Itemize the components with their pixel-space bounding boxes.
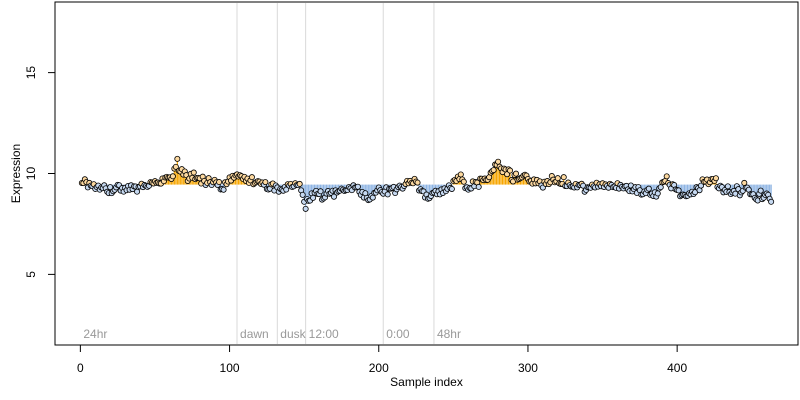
y-tick-label: 10	[24, 167, 38, 181]
data-point	[663, 173, 670, 180]
data-point	[330, 193, 337, 200]
data-point	[490, 167, 497, 174]
data-point	[495, 158, 502, 165]
data-point	[457, 171, 464, 178]
y-axis: 5 10 15	[24, 66, 56, 278]
data-point	[248, 174, 255, 181]
data-point	[768, 198, 775, 205]
data-point	[317, 188, 324, 195]
data-point	[675, 187, 682, 194]
data-point	[712, 175, 719, 182]
data-point	[107, 184, 114, 191]
data-point	[174, 155, 181, 162]
data-point	[310, 194, 317, 201]
data-point	[645, 185, 652, 192]
data-point	[354, 183, 361, 190]
data-point	[302, 205, 309, 212]
phase-label: dawn	[240, 327, 269, 341]
data-point	[299, 191, 306, 198]
data-point	[513, 170, 520, 177]
data-point	[507, 167, 514, 174]
x-tick-label: 100	[220, 361, 240, 375]
data-point	[172, 163, 179, 170]
data-point	[169, 173, 176, 180]
x-axis-label: Sample index	[390, 375, 463, 389]
data-point	[414, 179, 421, 186]
y-axis-label: Expression	[9, 144, 23, 203]
data-points	[78, 155, 775, 212]
x-axis: 0 100 200 300 400	[77, 344, 687, 375]
data-point	[220, 186, 227, 193]
y-tick-label: 15	[24, 66, 38, 80]
x-tick-label: 0	[77, 361, 84, 375]
data-point	[724, 183, 731, 190]
phase-label: 0:00	[386, 327, 410, 341]
x-tick-label: 300	[518, 361, 538, 375]
data-point	[384, 191, 391, 198]
data-point	[216, 179, 223, 186]
data-point	[741, 179, 748, 186]
data-point	[262, 179, 269, 186]
phase-labels: 24hr dawn dusk 12:00 0:00 48hr	[83, 327, 461, 341]
phase-label: 12:00	[309, 327, 339, 341]
plot-frame	[54, 1, 799, 346]
data-point	[283, 186, 290, 193]
data-point	[657, 184, 664, 191]
data-point	[560, 174, 567, 181]
phase-label: 24hr	[83, 327, 107, 341]
data-point	[654, 190, 661, 197]
data-point	[757, 187, 764, 194]
data-point	[460, 178, 467, 185]
phase-label: dusk	[280, 327, 306, 341]
data-point	[296, 180, 303, 187]
y-tick-label: 5	[24, 271, 38, 278]
phase-divider-lines	[236, 3, 435, 344]
data-point	[475, 183, 482, 190]
phase-label: 48hr	[437, 327, 461, 341]
data-point	[448, 185, 455, 192]
data-point	[554, 175, 561, 182]
x-tick-label: 200	[369, 361, 389, 375]
x-tick-label: 400	[667, 361, 687, 375]
data-point	[190, 169, 197, 176]
